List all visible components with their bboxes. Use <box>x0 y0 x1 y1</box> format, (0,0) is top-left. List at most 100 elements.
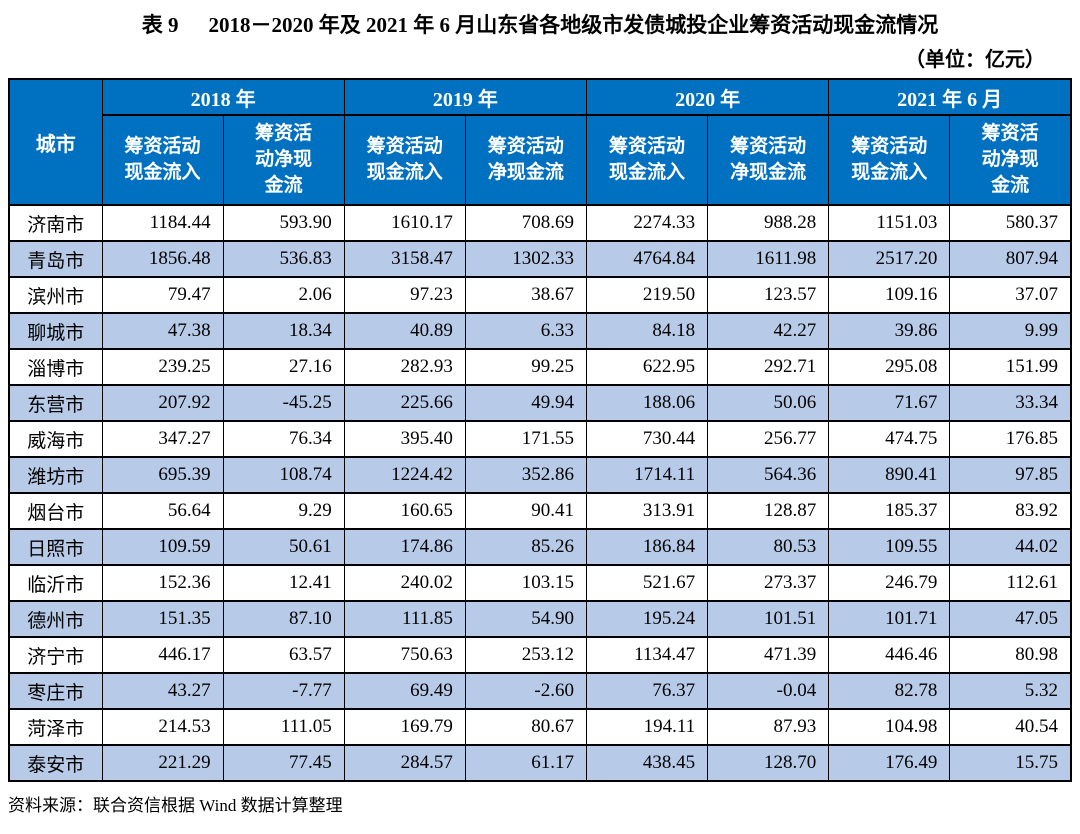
value-cell: 49.94 <box>464 384 588 422</box>
value-cell: 99.25 <box>464 348 588 386</box>
value-cell: 109.55 <box>828 528 951 566</box>
measure-column-header: 筹资活 动净现 金流 <box>222 114 345 206</box>
value-cell: 9.29 <box>222 492 345 530</box>
value-cell: 1224.42 <box>343 456 466 494</box>
value-cell: 564.36 <box>707 456 830 494</box>
value-cell: 708.69 <box>464 204 588 242</box>
year-group-header: 2020 年 <box>585 78 830 116</box>
value-cell: 176.85 <box>949 420 1072 458</box>
value-cell: 151.35 <box>101 600 224 638</box>
value-cell: 76.34 <box>222 420 345 458</box>
value-cell: 185.37 <box>828 492 951 530</box>
page-title-text: 2018－2020 年及 2021 年 6 月山东省各地级市发债城投企业筹资活动… <box>208 13 939 37</box>
value-cell: 43.27 <box>101 672 224 710</box>
value-cell: 77.45 <box>222 744 345 782</box>
table-row: 济宁市 446.17 63.57 750.63 253.12 1134.47 471.39 4… <box>8 636 1072 674</box>
city-cell: 德州市 <box>8 600 103 638</box>
value-cell: 347.27 <box>101 420 224 458</box>
city-cell: 日照市 <box>8 528 103 566</box>
measure-column-header: 筹资活 动净现 金流 <box>949 114 1072 206</box>
measure-column-header: 筹资活动 现金流入 <box>101 114 224 206</box>
value-cell: 194.11 <box>585 708 709 746</box>
value-cell: 76.37 <box>585 672 709 710</box>
table-row: 临沂市 152.36 12.41 240.02 103.15 521.67 273.37 24… <box>8 564 1072 602</box>
value-cell: 536.83 <box>222 240 345 278</box>
value-cell: 273.37 <box>707 564 830 602</box>
value-cell: -45.25 <box>222 384 345 422</box>
value-cell: 282.93 <box>343 348 466 386</box>
value-cell: 69.49 <box>343 672 466 710</box>
table-row: 济南市 1184.44 593.90 1610.17 708.69 2274.33 988.… <box>8 204 1072 242</box>
measure-column-header: 筹资活动 现金流入 <box>585 114 709 206</box>
value-cell: 256.77 <box>707 420 830 458</box>
value-cell: 151.99 <box>949 348 1072 386</box>
value-cell: 42.27 <box>707 312 830 350</box>
value-cell: 47.05 <box>949 600 1072 638</box>
value-cell: 580.37 <box>949 204 1072 242</box>
table-row: 东营市 207.92 -45.25 225.66 49.94 188.06 50.06 71.… <box>8 384 1072 422</box>
value-cell: 37.07 <box>949 276 1072 314</box>
value-cell: 352.86 <box>464 456 588 494</box>
value-cell: 111.05 <box>222 708 345 746</box>
value-cell: 15.75 <box>949 744 1072 782</box>
value-cell: 395.40 <box>343 420 466 458</box>
value-cell: 56.64 <box>101 492 224 530</box>
value-cell: 87.93 <box>707 708 830 746</box>
measure-column-header: 筹资活动 现金流入 <box>343 114 466 206</box>
city-cell: 菏泽市 <box>8 708 103 746</box>
value-cell: 111.85 <box>343 600 466 638</box>
city-cell: 潍坊市 <box>8 456 103 494</box>
value-cell: 103.15 <box>464 564 588 602</box>
report-page: 表 9 2018－2020 年及 2021 年 6 月山东省各地级市发债城投企业筹… <box>8 13 1072 815</box>
value-cell: 109.59 <box>101 528 224 566</box>
value-cell: 27.16 <box>222 348 345 386</box>
value-cell: 214.53 <box>101 708 224 746</box>
value-cell: 54.90 <box>464 600 588 638</box>
city-cell: 淄博市 <box>8 348 103 386</box>
year-group-header: 2018 年 <box>101 78 345 116</box>
table-row: 青岛市 1856.48 536.83 3158.47 1302.33 4764.84 161… <box>8 240 1072 278</box>
value-cell: 186.84 <box>585 528 709 566</box>
header-row-years: 城市 2018 年 2019 年 2020 年 2021 年 6 月 <box>8 78 1072 206</box>
value-cell: 80.53 <box>707 528 830 566</box>
city-cell: 枣庄市 <box>8 672 103 710</box>
value-cell: 1134.47 <box>585 636 709 674</box>
value-cell: 101.51 <box>707 600 830 638</box>
city-cell: 东营市 <box>8 384 103 422</box>
value-cell: 446.46 <box>828 636 951 674</box>
value-cell: 82.78 <box>828 672 951 710</box>
value-cell: 438.45 <box>585 744 709 782</box>
year-group-header: 2021 年 6 月 <box>828 78 1072 116</box>
value-cell: 112.61 <box>949 564 1072 602</box>
value-cell: 188.06 <box>585 384 709 422</box>
header-row-measures: 筹资活动 现金流入 筹资活 动净现 金流 筹资活动 现金流入 筹资活动 净现金流 筹资活… <box>9 114 1072 206</box>
value-cell: 246.79 <box>828 564 951 602</box>
value-cell: 80.98 <box>949 636 1072 674</box>
city-cell: 临沂市 <box>8 564 103 602</box>
cashflow-table: 城市 2018 年 2019 年 2020 年 2021 年 6 月筹资活动 现金流入筹… <box>8 78 1072 782</box>
value-cell: 83.92 <box>949 492 1072 530</box>
value-cell: 1151.03 <box>828 204 951 242</box>
value-cell: 5.32 <box>949 672 1072 710</box>
value-cell: 471.39 <box>707 636 830 674</box>
value-cell: 169.79 <box>343 708 466 746</box>
value-cell: 593.90 <box>222 204 345 242</box>
value-cell: 207.92 <box>101 384 224 422</box>
city-cell: 济宁市 <box>8 636 103 674</box>
value-cell: 240.02 <box>343 564 466 602</box>
value-cell: 253.12 <box>464 636 588 674</box>
table-row: 枣庄市 43.27 -7.77 69.49 -2.60 76.37 -0.04 82.78 5.… <box>8 672 1072 710</box>
value-cell: 61.17 <box>464 744 588 782</box>
value-cell: 12.41 <box>222 564 345 602</box>
value-cell: 101.71 <box>828 600 951 638</box>
value-cell: 2.06 <box>222 276 345 314</box>
value-cell: 1302.33 <box>464 240 588 278</box>
table-row: 滨州市 79.47 2.06 97.23 38.67 219.50 123.57 109.16… <box>8 276 1072 314</box>
value-cell: 104.98 <box>828 708 951 746</box>
table-row: 威海市 347.27 76.34 395.40 171.55 730.44 256.77 47… <box>8 420 1072 458</box>
value-cell: 152.36 <box>101 564 224 602</box>
value-cell: 1856.48 <box>101 240 224 278</box>
value-cell: 292.71 <box>707 348 830 386</box>
value-cell: 195.24 <box>585 600 709 638</box>
city-cell: 济南市 <box>8 204 103 242</box>
